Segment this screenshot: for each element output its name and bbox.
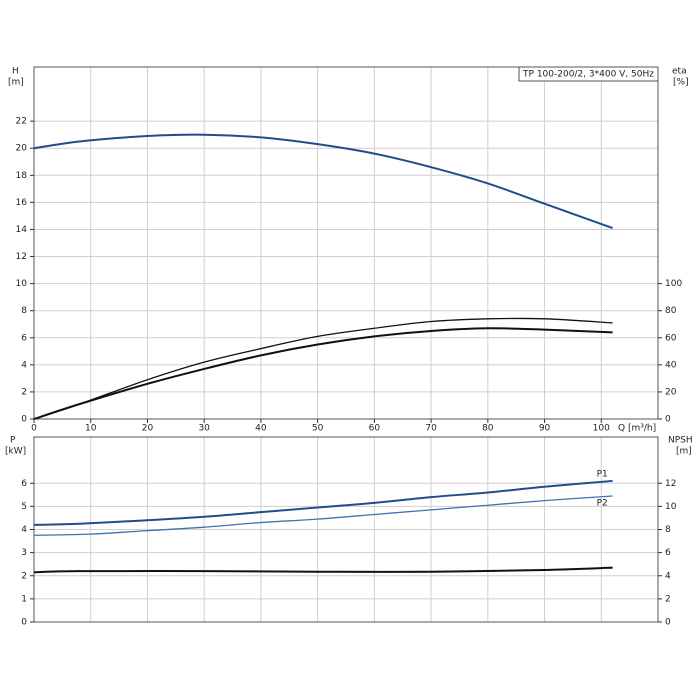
series-label: P1 (597, 469, 608, 479)
curve (33, 133, 613, 230)
y-tick-label: 18 (16, 171, 28, 181)
y-tick-label: 1 (21, 594, 27, 604)
x-label: Q [m³/h] (618, 424, 656, 434)
series-label: P2 (597, 498, 608, 508)
curve (33, 566, 613, 574)
y-tick-label: 10 (16, 279, 28, 289)
x-tick-label: 80 (482, 424, 494, 434)
x-tick-label: 40 (255, 424, 267, 434)
y2-label: NPSH (668, 436, 693, 446)
y2-tick-label: 80 (665, 306, 677, 316)
y-tick-label: 4 (21, 360, 27, 370)
y2-tick-label: 40 (665, 360, 677, 370)
y-unit: [kW] (5, 447, 26, 457)
y2-unit: [%] (673, 78, 689, 88)
curve (33, 317, 613, 420)
y2-tick-label: 12 (665, 479, 676, 489)
x-tick-label: 30 (198, 424, 210, 434)
curve (33, 327, 613, 420)
curve (33, 495, 613, 536)
y2-tick-label: 0 (665, 415, 671, 425)
y2-tick-label: 100 (665, 279, 682, 289)
y-tick-label: 16 (16, 198, 28, 208)
y2-tick-label: 4 (665, 571, 671, 581)
chart-title: TP 100-200/2, 3*400 V, 50Hz (522, 70, 654, 80)
y-tick-label: 12 (16, 252, 27, 262)
title-box (518, 66, 659, 82)
y-tick-label: 22 (16, 117, 27, 127)
y2-tick-label: 8 (665, 525, 671, 535)
y-tick-label: 2 (21, 387, 27, 397)
y-tick-label: 3 (21, 548, 27, 558)
y2-tick-label: 60 (665, 333, 677, 343)
y2-tick-label: 10 (665, 502, 677, 512)
y-label: P (10, 436, 16, 446)
y2-tick-label: 0 (665, 618, 671, 628)
x-tick-label: 20 (142, 424, 154, 434)
x-tick-label: 50 (312, 424, 324, 434)
x-tick-label: 100 (593, 424, 610, 434)
x-tick-label: 90 (539, 424, 551, 434)
y-tick-label: 2 (21, 571, 27, 581)
x-tick-label: 0 (31, 424, 37, 434)
y-tick-label: 14 (16, 225, 28, 235)
y-label: H (12, 67, 19, 77)
x-tick-label: 70 (425, 424, 437, 434)
y2-tick-label: 6 (665, 548, 671, 558)
y2-tick-label: 2 (665, 594, 671, 604)
y-tick-label: 0 (21, 415, 27, 425)
plot-frame (33, 66, 659, 420)
y-tick-label: 20 (16, 144, 28, 154)
y2-unit: [m] (676, 447, 692, 457)
y-tick-label: 8 (21, 306, 27, 316)
y-tick-label: 6 (21, 479, 27, 489)
x-tick-label: 60 (369, 424, 381, 434)
y-unit: [m] (8, 78, 24, 88)
y-tick-label: 6 (21, 333, 27, 343)
y-tick-label: 0 (21, 618, 27, 628)
y2-tick-label: 20 (665, 387, 677, 397)
y-tick-label: 5 (21, 502, 27, 512)
x-tick-label: 10 (85, 424, 97, 434)
y2-label: eta (672, 67, 687, 77)
curve (33, 479, 613, 526)
y-tick-label: 4 (21, 525, 27, 535)
